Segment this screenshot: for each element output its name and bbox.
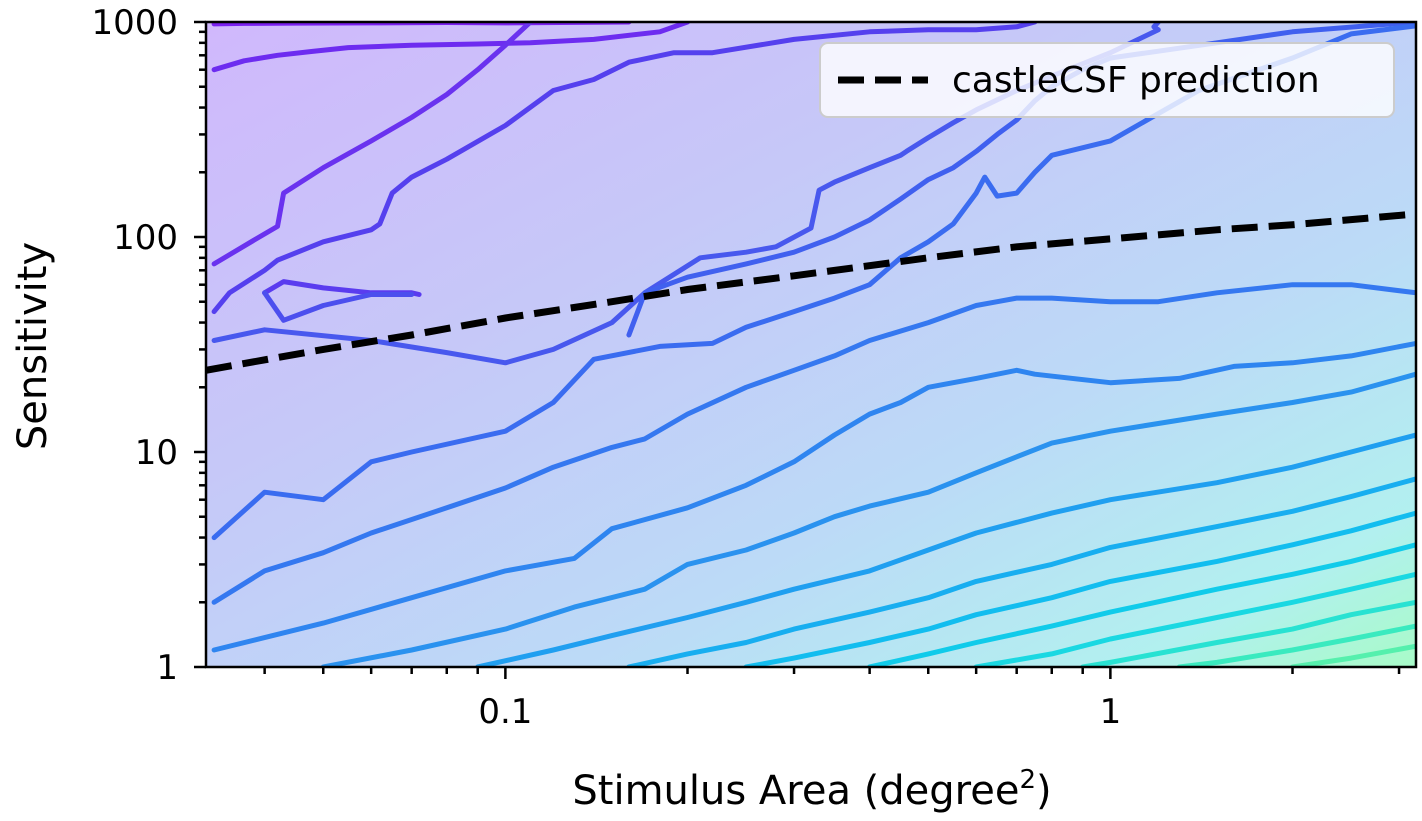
axis-ticks: 0.1 1 1 10 100 1000: [91, 3, 1401, 732]
x-tick-label: 1: [1100, 692, 1122, 732]
contour-line-6: [262, 290, 415, 323]
prediction-line: [206, 210, 1416, 374]
contour-line-3: [211, 22, 533, 267]
legend-label: castleCSF prediction: [952, 60, 1320, 101]
legend-box: [819, 42, 1395, 118]
contour-line-20: [1290, 643, 1416, 667]
plot-frame: [204, 20, 1418, 669]
contour-line-11: [211, 340, 1416, 653]
contour-line-16: [867, 542, 1416, 667]
x-axis-label: Stimulus Area (degree2): [572, 765, 1051, 814]
contour-line-12: [320, 371, 1416, 667]
contour-lines: [211, 22, 1416, 667]
x-axis-label-suffix: ): [1036, 768, 1052, 814]
y-tick-label: 100: [113, 218, 178, 258]
y-tick-label: 10: [135, 433, 178, 473]
contour-line-14: [626, 476, 1416, 667]
contour-line-18: [1080, 599, 1416, 667]
contour-line-4: [211, 22, 1038, 315]
contour-line-2: [211, 22, 690, 73]
contour-line-10: [211, 282, 1416, 605]
x-tick-label: 0.1: [478, 692, 532, 732]
y-axis-label: Sensitivity: [10, 242, 56, 450]
x-axis-label-main: Stimulus Area (degree: [572, 768, 1019, 814]
contour-line-17: [973, 571, 1416, 667]
legend: castleCSF prediction: [819, 42, 1395, 118]
contour-line-19: [1176, 623, 1416, 667]
y-tick-label: 1000: [91, 3, 178, 43]
prediction-series: [206, 210, 1416, 374]
contour-line-9: [211, 23, 1416, 541]
contour-line-13: [475, 432, 1416, 667]
x-axis-label-superscript: 2: [1019, 765, 1036, 795]
y-tick-label: 1: [156, 648, 178, 688]
contour-line-15: [743, 510, 1416, 667]
